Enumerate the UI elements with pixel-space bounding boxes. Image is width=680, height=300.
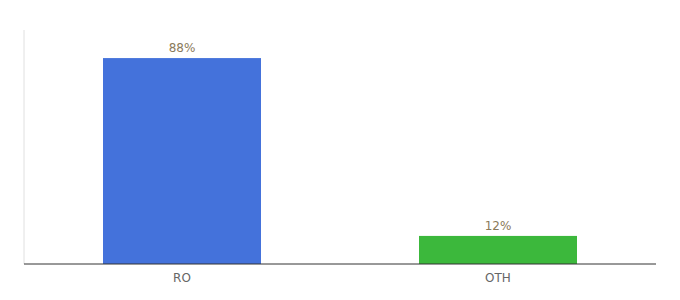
- x-tick-label: RO: [173, 271, 191, 285]
- bar: [419, 236, 577, 264]
- x-tick-label: OTH: [485, 271, 511, 285]
- data-label: 88%: [169, 41, 196, 55]
- x-axis-line: [24, 264, 656, 265]
- y-range-line: [24, 30, 25, 264]
- chart-container: RO OTH 88% 12%: [0, 0, 680, 300]
- bars: [103, 58, 577, 264]
- bar: [103, 58, 261, 264]
- page: {"chart_data": {"type": "bar", "categori…: [0, 0, 680, 300]
- chart: RO OTH 88% 12%: [0, 0, 680, 300]
- data-label: 12%: [485, 219, 512, 233]
